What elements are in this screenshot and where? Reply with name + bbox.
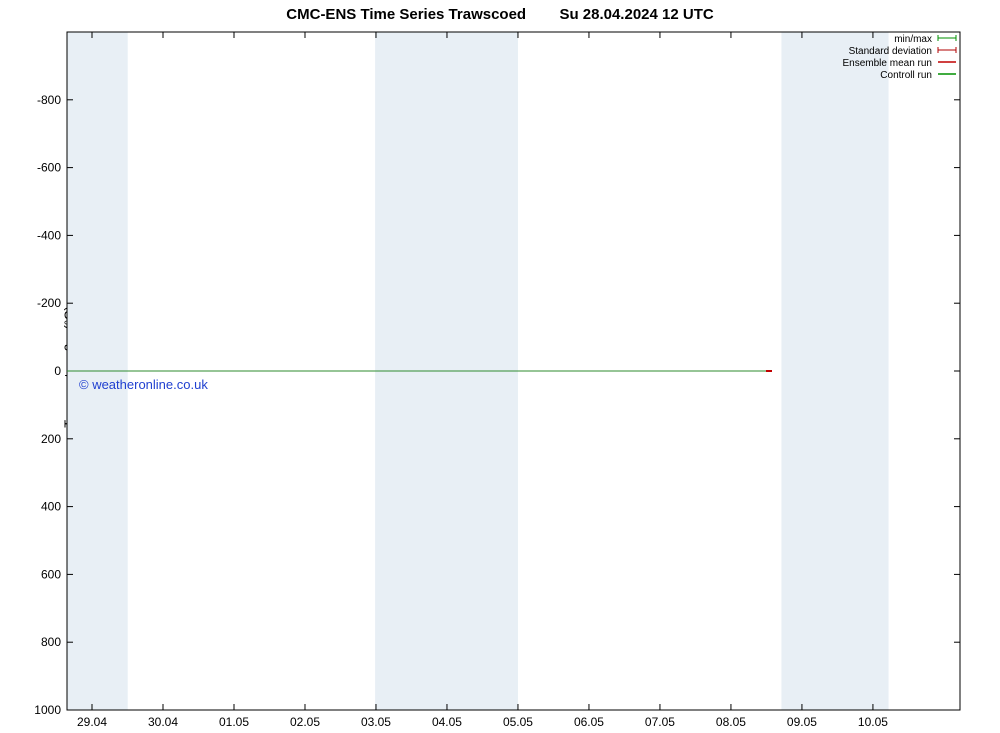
x-tick-label: 01.05 (219, 715, 249, 729)
legend-label: Controll run (880, 70, 932, 81)
watermark: © weatheronline.co.uk (79, 377, 208, 392)
plot-svg: -800 -600 -400 -200 0 200 400 600 800 1000 29.04 30… (0, 0, 1000, 733)
legend-label: Ensemble mean run (843, 58, 933, 69)
x-tick-label: 05.05 (503, 715, 533, 729)
x-tick-label: 09.05 (787, 715, 817, 729)
y-tick-label: 0 (54, 364, 61, 378)
x-tick-label: 06.05 (574, 715, 604, 729)
y-tick-label: 1000 (34, 703, 61, 717)
y-tick-label: -200 (37, 296, 61, 310)
y-tick-label: 800 (41, 635, 61, 649)
chart-container: CMC-ENS Time Series Trawscoed Su 28.04.2… (0, 0, 1000, 733)
y-tick-label: 400 (41, 500, 61, 514)
x-tick-label: 04.05 (432, 715, 462, 729)
x-tick-label: 30.04 (148, 715, 178, 729)
y-tick-label: -400 (37, 228, 61, 242)
shaded-band (781, 32, 888, 710)
legend-label: Standard deviation (849, 46, 932, 57)
y-tick-label: -600 (37, 161, 61, 175)
x-tick-label: 02.05 (290, 715, 320, 729)
y-tick-label: 600 (41, 567, 61, 581)
y-tick-label: -800 (37, 93, 61, 107)
x-tick-label: 29.04 (77, 715, 107, 729)
y-tick-label: 200 (41, 432, 61, 446)
x-tick-label: 03.05 (361, 715, 391, 729)
x-tick-label: 10.05 (858, 715, 888, 729)
x-tick-label: 07.05 (645, 715, 675, 729)
x-tick-label: 08.05 (716, 715, 746, 729)
legend-label: min/max (894, 34, 932, 45)
